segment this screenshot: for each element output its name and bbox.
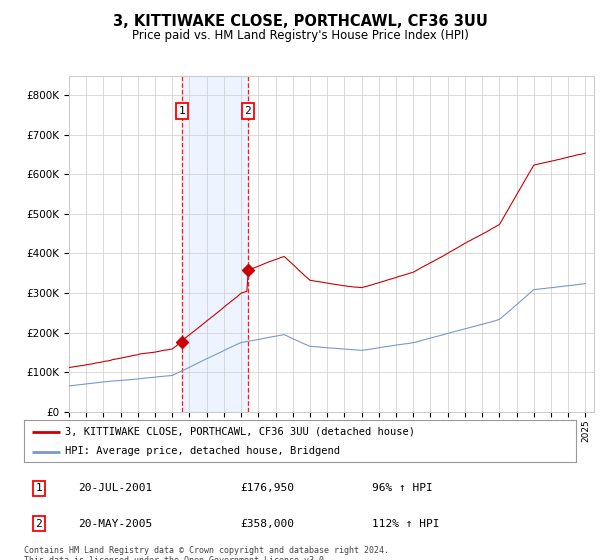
Text: Contains HM Land Registry data © Crown copyright and database right 2024.
This d: Contains HM Land Registry data © Crown c…: [24, 546, 389, 560]
Text: £176,950: £176,950: [240, 483, 294, 493]
Text: 1: 1: [35, 483, 43, 493]
Text: 2: 2: [35, 519, 43, 529]
Text: 20-MAY-2005: 20-MAY-2005: [78, 519, 152, 529]
Text: 96% ↑ HPI: 96% ↑ HPI: [372, 483, 433, 493]
Bar: [182, 76, 248, 412]
Text: £358,000: £358,000: [240, 519, 294, 529]
Text: 3, KITTIWAKE CLOSE, PORTHCAWL, CF36 3UU (detached house): 3, KITTIWAKE CLOSE, PORTHCAWL, CF36 3UU …: [65, 427, 415, 437]
Text: 3, KITTIWAKE CLOSE, PORTHCAWL, CF36 3UU: 3, KITTIWAKE CLOSE, PORTHCAWL, CF36 3UU: [113, 14, 487, 29]
Text: HPI: Average price, detached house, Bridgend: HPI: Average price, detached house, Brid…: [65, 446, 340, 456]
Text: 112% ↑ HPI: 112% ↑ HPI: [372, 519, 439, 529]
Text: Price paid vs. HM Land Registry's House Price Index (HPI): Price paid vs. HM Land Registry's House …: [131, 29, 469, 42]
Text: 20-JUL-2001: 20-JUL-2001: [78, 483, 152, 493]
Text: 2: 2: [244, 106, 251, 116]
Text: 1: 1: [178, 106, 185, 116]
